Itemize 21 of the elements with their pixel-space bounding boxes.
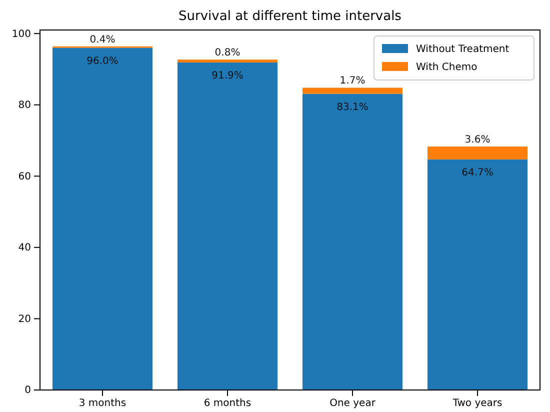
y-tick-label: 80 — [18, 100, 31, 112]
legend-label: With Chemo — [416, 62, 478, 73]
y-tick-label: 20 — [18, 314, 31, 325]
y-tick-label: 60 — [18, 171, 31, 182]
data-label: 0.4% — [90, 34, 116, 46]
data-label: 3.6% — [464, 134, 490, 146]
chart-title: Survival at different time intervals — [178, 9, 402, 24]
data-label: 83.1% — [336, 102, 368, 113]
y-tick-label: 0 — [24, 385, 31, 396]
data-label: 91.9% — [212, 70, 244, 82]
y-tick-label: 100 — [12, 28, 31, 40]
data-label: 96.0% — [86, 56, 118, 67]
x-tick-label: 3 months — [78, 398, 126, 410]
data-label: 64.7% — [462, 167, 494, 178]
x-tick-label: One year — [330, 398, 376, 410]
x-tick-label: Two years — [452, 398, 502, 410]
x-tick-label: 6 months — [204, 398, 252, 410]
data-label: 1.7% — [340, 76, 366, 87]
y-tick-label: 40 — [18, 242, 31, 254]
data-label: 0.8% — [214, 48, 240, 59]
legend-label: Without Treatment — [416, 44, 510, 55]
